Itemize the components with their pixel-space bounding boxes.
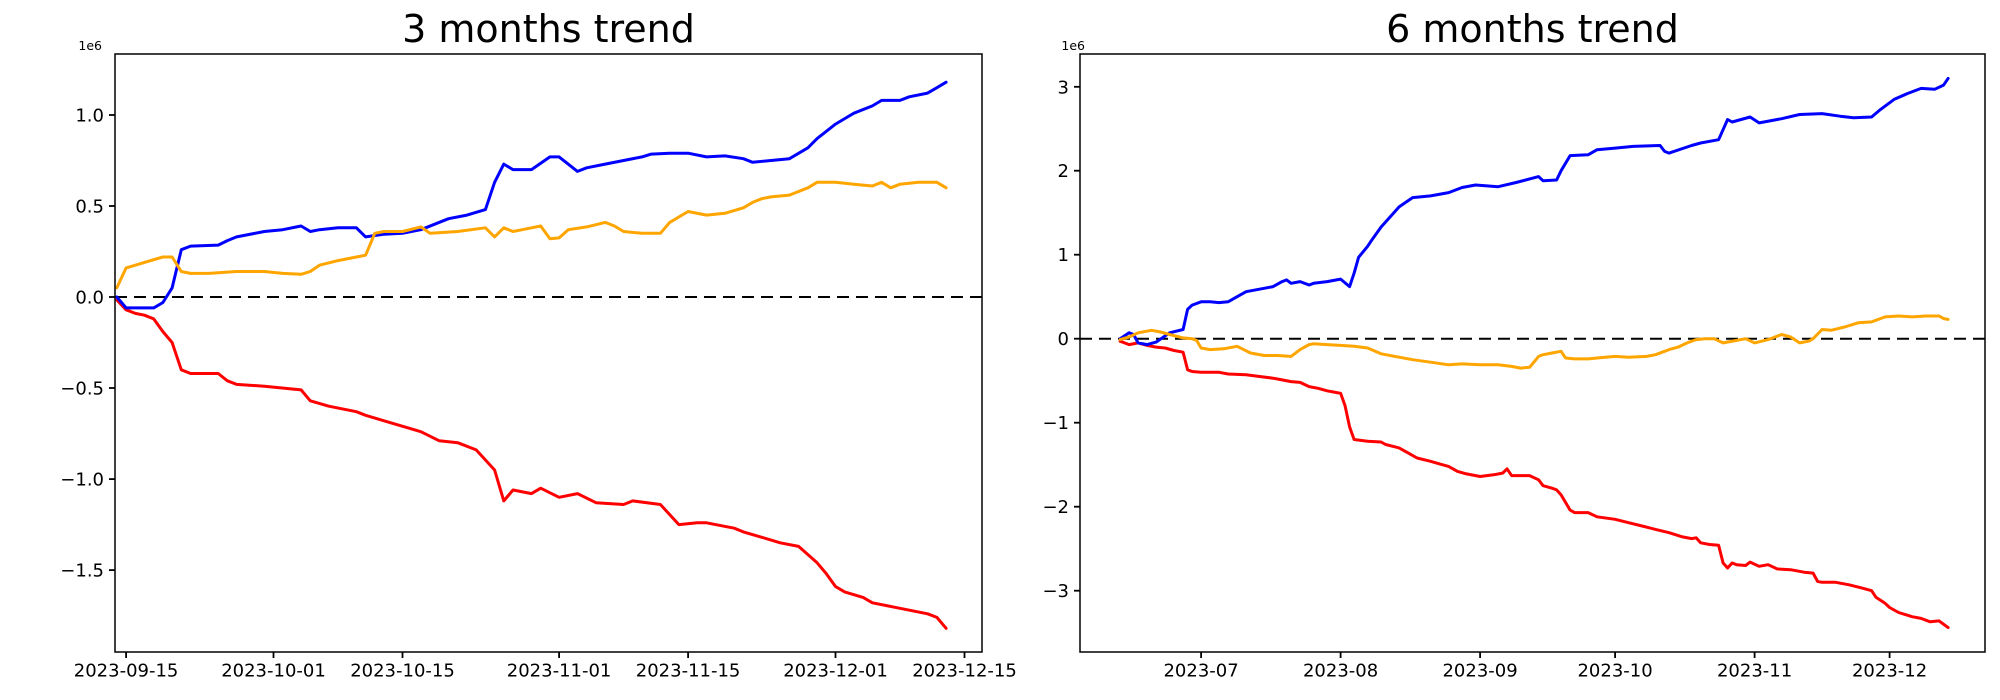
chart-3-months-title: 3 months trend	[402, 7, 695, 51]
x-tick-label: 2023-10	[1577, 661, 1652, 682]
y-tick-label: 1	[1058, 245, 1069, 266]
y-tick-label: 3	[1058, 77, 1069, 98]
x-tick-label: 2023-11-01	[507, 661, 612, 682]
series-red	[1118, 339, 1950, 630]
x-tick-label: 2023-09	[1442, 661, 1517, 682]
chart-6-months-title: 6 months trend	[1386, 7, 1679, 51]
series-orange	[115, 180, 948, 290]
series-red	[115, 298, 948, 630]
series-blue	[1118, 76, 1950, 347]
y-tick-label: 2	[1058, 161, 1069, 182]
y-tick-label: 0	[1058, 329, 1069, 350]
y-tick-label: −1	[1042, 413, 1069, 434]
y-tick-label: 0.5	[75, 197, 104, 218]
y-axis-offset-label-right: 1e6	[1061, 38, 1085, 53]
x-tick-label: 2023-07	[1163, 661, 1238, 682]
y-tick-label: −3	[1042, 581, 1069, 602]
x-tick-label: 2023-10-15	[350, 661, 455, 682]
y-axis-offset-label-left: 1e6	[78, 38, 102, 53]
series-orange	[1118, 314, 1950, 370]
axes-frame	[1079, 53, 1986, 653]
x-tick-label: 2023-12-01	[783, 661, 888, 682]
y-tick-label: −1.5	[60, 561, 104, 582]
series-blue	[115, 80, 948, 310]
y-tick-label: 1.0	[75, 106, 104, 127]
x-tick-label: 2023-11-15	[636, 661, 741, 682]
axes-frame	[114, 53, 983, 653]
x-tick-label: 2023-10-01	[221, 661, 326, 682]
x-tick-label: 2023-09-15	[74, 661, 179, 682]
y-tick-label: −2	[1042, 497, 1069, 518]
y-tick-label: −1.0	[60, 470, 104, 491]
x-tick-label: 2023-12	[1852, 661, 1927, 682]
x-tick-label: 2023-08	[1303, 661, 1378, 682]
x-tick-label: 2023-11	[1717, 661, 1792, 682]
y-tick-label: −0.5	[60, 379, 104, 400]
y-tick-label: 0.0	[75, 288, 104, 309]
x-tick-label: 2023-12-15	[912, 661, 1017, 682]
